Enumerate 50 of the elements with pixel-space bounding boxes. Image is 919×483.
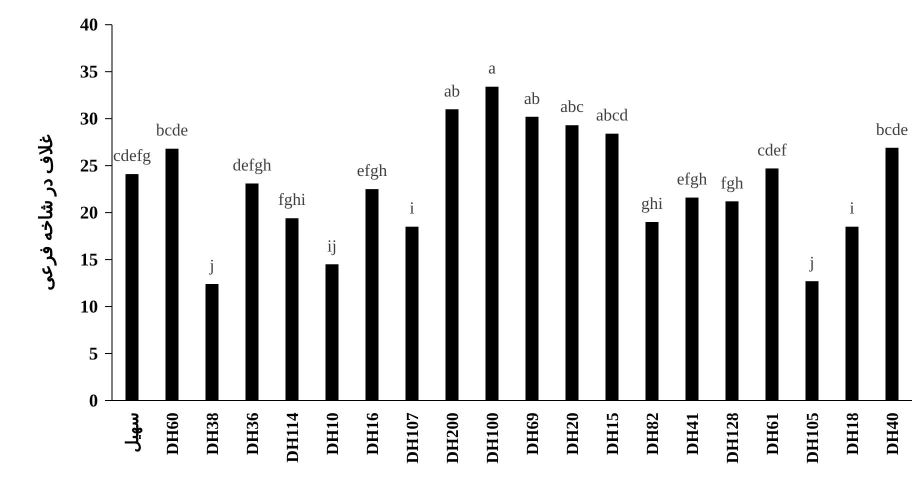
- y-tick-label: 30: [80, 108, 98, 129]
- data-label: bcde: [156, 120, 188, 140]
- y-tick-label: 40: [80, 14, 98, 35]
- data-label: i: [850, 198, 855, 218]
- data-label: j: [208, 256, 214, 275]
- data-label: abcd: [596, 106, 629, 125]
- x-tick-label: DH16: [363, 412, 382, 455]
- data-label: fghi: [278, 190, 306, 210]
- x-tick-label: DH41: [683, 412, 702, 455]
- y-tick-label: 5: [89, 344, 98, 364]
- data-label: fgh: [720, 173, 744, 192]
- x-tick-label: DH15: [603, 412, 622, 455]
- data-label: abc: [560, 97, 584, 116]
- data-label: bcde: [876, 120, 908, 139]
- data-label: cdef: [757, 140, 787, 160]
- x-tick-label: DH10: [323, 412, 342, 455]
- x-tick-label: DH40: [883, 412, 902, 455]
- x-tick-label: DH18: [843, 412, 862, 455]
- x-tick-label: DH60: [163, 412, 182, 455]
- y-tick-label: 35: [80, 62, 98, 82]
- data-label: ghi: [641, 194, 664, 213]
- data-label: ab: [444, 81, 460, 100]
- data-label: defgh: [232, 155, 272, 174]
- y-tick-label: 15: [80, 250, 98, 270]
- x-tick-label: DH82: [643, 412, 662, 455]
- x-tick-label: DH38: [203, 412, 222, 455]
- data-label: cdefg: [113, 146, 152, 166]
- y-tick-label: 10: [80, 296, 98, 317]
- y-tick-label: 0: [89, 390, 98, 410]
- x-tick-label: DH107: [403, 412, 422, 464]
- x-tick-label: DH36: [243, 412, 262, 455]
- x-tick-label: DH100: [483, 412, 502, 464]
- y-tick-label: 25: [80, 156, 98, 176]
- x-tick-label: DH105: [803, 412, 822, 464]
- data-label: ab: [524, 88, 540, 108]
- x-tick-label: DH200: [443, 412, 462, 464]
- data-label: i: [410, 198, 415, 218]
- y-tick-label: 20: [80, 202, 98, 223]
- x-tick-label: سهیل: [123, 412, 143, 452]
- data-label: a: [488, 58, 496, 78]
- x-tick-label: DH114: [283, 412, 302, 463]
- x-tick-label: DH61: [763, 412, 782, 455]
- x-tick-label: DH128: [723, 412, 742, 464]
- data-label: efgh: [356, 161, 388, 180]
- data-label: j: [808, 253, 814, 272]
- data-label: ij: [327, 236, 337, 256]
- x-tick-label: DH20: [563, 412, 582, 455]
- y-axis-title: غلاف در شاخه فرعی: [36, 134, 57, 290]
- data-label: efgh: [676, 170, 708, 189]
- x-tick-label: DH69: [523, 412, 542, 455]
